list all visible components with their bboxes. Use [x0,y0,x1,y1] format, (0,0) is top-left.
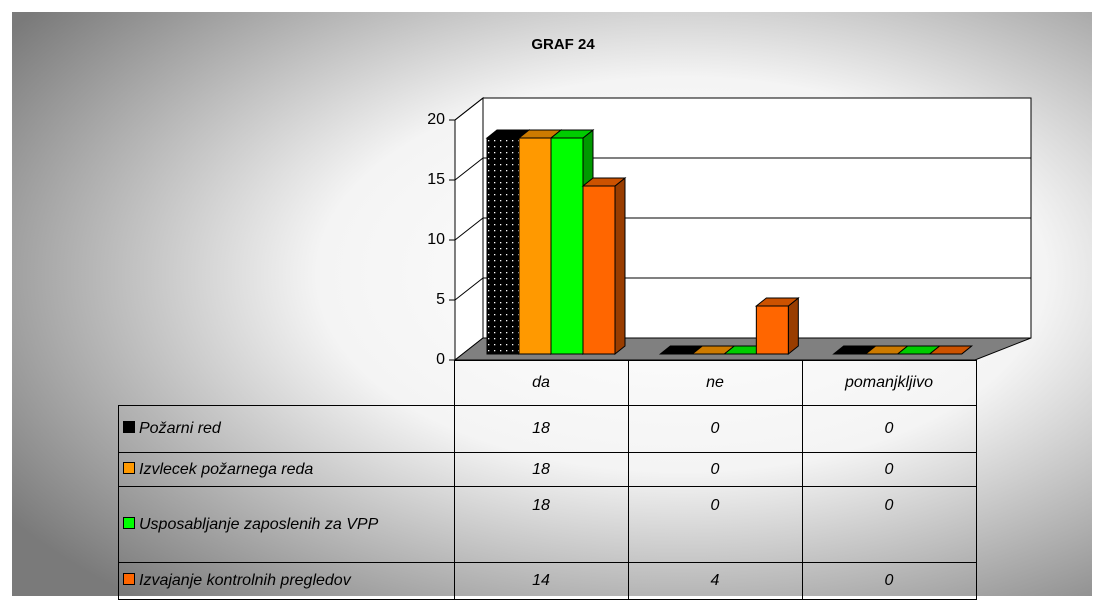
chart-title: GRAF 24 [531,36,595,53]
data-table: da ne pomanjkljivo Požarni red 18 0 0 Izvlecek … [118,360,977,600]
bar [550,137,584,355]
y-tick-label: 15 [427,171,445,188]
bar [518,137,552,355]
value-cell: 4 [627,562,803,600]
legend-cell: Izvajanje kontrolnih pregledov [118,562,455,600]
legend-key [123,516,135,529]
value-cell: 0 [627,452,803,487]
category-cell: ne [627,360,803,406]
value-cell: 18 [453,452,629,487]
bar-side [787,296,799,356]
table-row: Izvajanje kontrolnih pregledov 14 4 0 [118,562,977,600]
y-tick-label: 20 [427,111,445,128]
table-row: Požarni red 18 0 0 [118,405,977,453]
legend-label: Usposabljanje zaposlenih za VPP [139,515,379,533]
bar [755,305,789,355]
value-cell: 0 [801,562,977,600]
category-cell: da [453,360,629,406]
legend-cell: Požarni red [118,405,455,453]
grid-line [454,277,1031,301]
value-cell: 14 [453,562,629,600]
legend-key [123,573,135,585]
bar [486,137,520,355]
legend-label: Izvlecek požarnega reda [139,460,314,478]
corner-cell [118,360,455,406]
value-cell: 0 [627,486,803,563]
header-row: da ne pomanjkljivo [118,360,977,406]
value-cell: 0 [627,405,803,453]
bar-side [614,176,626,356]
value-cell: 18 [453,405,629,453]
legend-label: Požarni red [139,420,221,437]
grid-line [454,217,1031,241]
category-cell: pomanjkljivo [801,360,977,406]
value-cell: 0 [801,486,977,563]
value-cell: 0 [801,405,977,453]
bar-top [928,345,974,355]
value-cell: 0 [801,452,977,487]
y-tick-label: 10 [427,231,445,248]
table-row: Usposabljanje zaposlenih za VPP 18 0 0 [118,486,977,563]
y-tick-label: 5 [436,291,445,308]
legend-cell: Usposabljanje zaposlenih za VPP [118,486,455,563]
grid-line [454,157,1031,181]
legend-key [123,461,135,474]
legend-label: Izvajanje kontrolnih pregledov [139,572,351,589]
bar [582,185,616,355]
y-tick-label: 0 [436,351,445,368]
legend-cell: Izvlecek požarnega reda [118,452,455,487]
legend-key [123,421,135,433]
value-cell: 18 [453,486,629,563]
grid-line [454,97,1031,121]
table-row: Izvlecek požarnega reda 18 0 0 [118,452,977,487]
